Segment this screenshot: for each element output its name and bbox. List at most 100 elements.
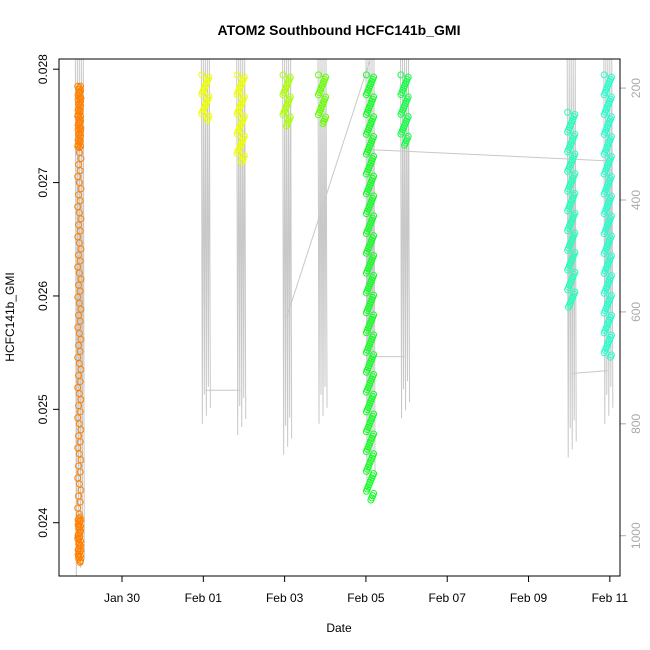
- data-point: [362, 309, 370, 317]
- data-point: [77, 305, 85, 313]
- altitude-trace-5: [317, 58, 328, 424]
- x-tick-label-2: Feb 01: [185, 591, 223, 605]
- transit-trace-2: [286, 59, 371, 318]
- data-point: [362, 428, 370, 436]
- data-point: [362, 269, 370, 277]
- plot-frame: [58, 58, 621, 577]
- data-point: [564, 266, 572, 274]
- data-point: [564, 148, 572, 156]
- data-point: [76, 378, 84, 386]
- data-point: [362, 190, 370, 198]
- data-point: [77, 245, 85, 253]
- data-point: [198, 110, 206, 118]
- data-point: [77, 215, 85, 223]
- data-point: [77, 396, 85, 404]
- data-point: [77, 426, 85, 434]
- data-point: [600, 91, 608, 99]
- data-point: [362, 71, 370, 79]
- data-point: [203, 116, 211, 124]
- data-point: [279, 91, 287, 99]
- data-point: [76, 287, 84, 295]
- data-point: [238, 158, 246, 166]
- data-points-layer: [74, 71, 615, 566]
- data-point: [233, 110, 241, 118]
- data-point: [362, 487, 370, 495]
- data-point: [362, 329, 370, 337]
- y-tick-label-4: 0.027: [36, 167, 50, 197]
- altitude-trace-3: [236, 58, 247, 436]
- data-point: [76, 468, 84, 476]
- data-point: [362, 448, 370, 456]
- data-point: [564, 128, 572, 136]
- data-point: [314, 91, 322, 99]
- x-tick-label-6: Feb 09: [510, 591, 548, 605]
- data-point: [362, 408, 370, 416]
- data-point: [233, 149, 241, 157]
- data-point: [362, 229, 370, 237]
- data-point: [76, 227, 84, 235]
- data-point: [600, 150, 608, 158]
- data-point: [76, 167, 84, 175]
- data-point: [77, 142, 85, 150]
- x-tick-label-1: Jan 30: [104, 591, 140, 605]
- data-point: [76, 317, 84, 325]
- data-point: [233, 91, 241, 99]
- data-point: [397, 91, 405, 99]
- data-point: [564, 207, 572, 215]
- data-point: [77, 456, 85, 464]
- y-tick-label-5: 0.028: [36, 54, 50, 84]
- x-tick-label-7: Feb 11: [592, 591, 629, 605]
- chart-title: ATOM2 Southbound HCFC141b_GMI: [218, 22, 461, 38]
- data-point: [600, 309, 608, 317]
- altitude-trace-4: [282, 58, 293, 455]
- data-point: [362, 368, 370, 376]
- data-point: [362, 210, 370, 218]
- data-point: [607, 353, 615, 361]
- y2-tick-label-4: 800: [629, 413, 643, 433]
- data-point: [600, 230, 608, 238]
- data-point: [600, 289, 608, 297]
- altitude-trace-7: [400, 58, 411, 419]
- data-point: [314, 71, 322, 79]
- data-point: [600, 130, 608, 138]
- axes-layer: 0.024 0.025 0.026 0.027 0.028 200 400 600 800 100…: [36, 54, 643, 605]
- data-point: [367, 496, 375, 504]
- x-tick-label-3: Feb 03: [266, 591, 304, 605]
- data-point: [600, 71, 608, 79]
- data-point: [76, 438, 84, 446]
- data-point: [600, 170, 608, 178]
- data-point: [600, 269, 608, 277]
- data-point: [198, 71, 206, 79]
- data-point: [319, 120, 327, 128]
- data-point: [564, 246, 572, 254]
- data-point: [401, 141, 409, 149]
- data-point: [362, 150, 370, 158]
- y-tick-label-3: 0.026: [36, 281, 50, 311]
- data-point: [76, 408, 84, 416]
- data-point: [565, 303, 573, 311]
- data-point: [76, 498, 84, 506]
- x-tick-label-4: Feb 05: [347, 591, 385, 605]
- data-point: [362, 289, 370, 297]
- data-point: [77, 185, 85, 193]
- data-point: [600, 190, 608, 198]
- data-point: [564, 108, 572, 116]
- data-point: [233, 71, 241, 79]
- data-point: [362, 249, 370, 257]
- data-point: [77, 486, 85, 494]
- y2-tick-label-3: 600: [629, 302, 643, 322]
- data-point: [564, 286, 572, 294]
- data-point: [77, 155, 85, 163]
- data-point: [77, 335, 85, 343]
- x-tick-label-5: Feb 07: [429, 591, 467, 605]
- y2-tick-label-5: 1000: [629, 522, 643, 549]
- data-point: [362, 130, 370, 138]
- y-tick-label-1: 0.024: [36, 507, 50, 537]
- data-point: [362, 467, 370, 475]
- y-tick-label-2: 0.025: [36, 394, 50, 424]
- data-point: [600, 349, 608, 357]
- data-point: [600, 329, 608, 337]
- data-point: [362, 91, 370, 99]
- data-point: [397, 130, 405, 138]
